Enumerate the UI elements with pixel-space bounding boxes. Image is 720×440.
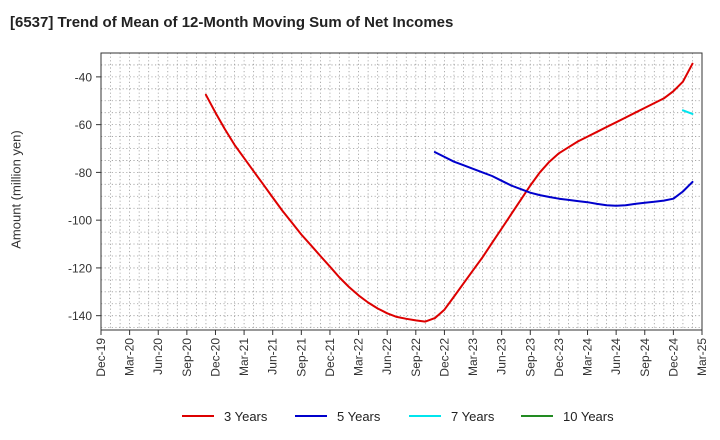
x-axis-ticks: Dec-19 Mar-20 Jun-20 Sep-20 Dec-20 Mar-21 Jun-…: [94, 330, 709, 377]
legend-swatch-5-years: [295, 415, 327, 417]
legend-swatch-3-years: [182, 415, 214, 417]
legend-item-3-years: 3 Years: [182, 406, 267, 426]
y-tick-label: -100: [68, 214, 92, 228]
y-tick-label: -120: [68, 261, 92, 275]
plot-area-frame: [100, 52, 703, 331]
x-tick-label: Dec-20: [208, 338, 222, 377]
series-line-5-years: [433, 151, 694, 207]
x-tick-label: Dec-21: [323, 338, 337, 377]
x-tick-label: Mar-21: [237, 338, 251, 376]
series-line-7-years: [681, 109, 694, 115]
y-tick-label: -140: [68, 309, 92, 323]
x-tick-label: Sep-20: [180, 338, 194, 377]
x-tick-label: Mar-22: [352, 338, 366, 376]
series-lines: [204, 62, 694, 323]
x-tick-label: Jun-22: [380, 338, 394, 375]
chart-title: [6537] Trend of Mean of 12-Month Moving …: [10, 14, 454, 31]
x-tick-label: Jun-20: [151, 338, 165, 375]
y-tick-label: -40: [75, 70, 93, 84]
legend-label-5-years: 5 Years: [337, 408, 381, 424]
legend-item-10-years: 10 Years: [521, 406, 614, 426]
x-tick-label: Dec-23: [552, 338, 566, 377]
legend-label-7-years: 7 Years: [451, 408, 495, 424]
x-tick-label: Mar-24: [581, 338, 595, 376]
y-axis-ticks: -40 -60 -80 -100 -120 -140: [68, 70, 101, 323]
legend-label-10-years: 10 Years: [563, 408, 614, 424]
x-tick-label: Mar-23: [466, 338, 480, 376]
legend-item-7-years: 7 Years: [409, 406, 494, 426]
legend-item-5-years: 5 Years: [295, 406, 380, 426]
x-tick-label: Dec-24: [666, 338, 680, 377]
x-tick-label: Mar-20: [123, 338, 137, 376]
x-tick-label: Jun-24: [609, 338, 623, 375]
x-tick-label: Dec-22: [437, 338, 451, 377]
x-tick-label: Dec-19: [94, 338, 108, 377]
x-tick-label: Sep-23: [523, 338, 537, 377]
x-tick-label: Sep-24: [638, 338, 652, 377]
legend-swatch-7-years: [409, 415, 441, 417]
x-tick-label: Sep-21: [294, 338, 308, 377]
x-tick-label: Jun-23: [495, 338, 509, 375]
legend-swatch-10-years: [521, 415, 553, 417]
x-tick-label: Mar-25: [695, 338, 709, 376]
series-line-3-years: [204, 62, 694, 323]
x-tick-label: Sep-22: [409, 338, 423, 377]
y-tick-label: -60: [75, 118, 93, 132]
y-tick-label: -80: [75, 166, 93, 180]
legend: 3 Years 5 Years 7 Years 10 Years: [0, 406, 720, 426]
gridlines: [101, 53, 702, 330]
legend-label-3-years: 3 Years: [224, 408, 268, 424]
x-tick-label: Jun-21: [266, 338, 280, 375]
